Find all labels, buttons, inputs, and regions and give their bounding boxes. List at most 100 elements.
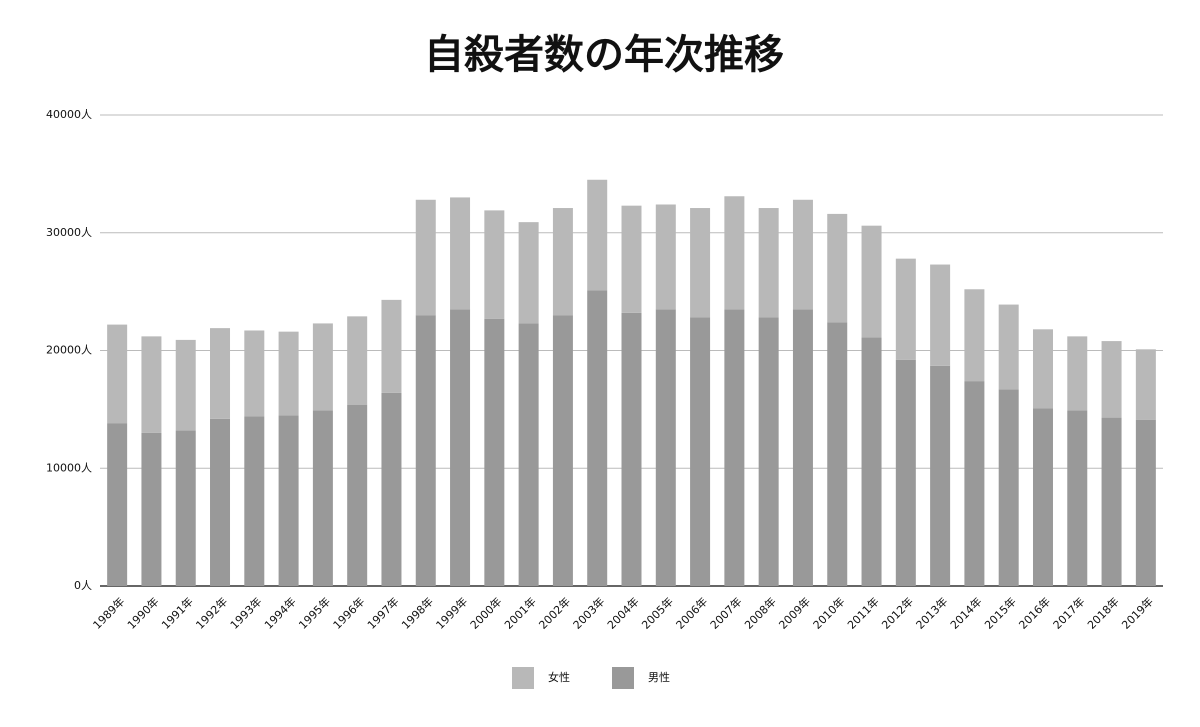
x-tick-label: 1994年 <box>261 594 298 631</box>
bar-segment <box>107 324 128 424</box>
bar-segment <box>758 317 779 586</box>
bar-segment <box>792 309 813 586</box>
bar-segment <box>484 210 505 319</box>
x-tick-label: 2011年 <box>844 594 881 631</box>
y-tick-label: 0人 <box>74 579 92 592</box>
bar-segment <box>587 290 608 586</box>
bar-segment <box>1101 341 1122 418</box>
bar-segment <box>210 328 231 419</box>
bar-segment <box>1135 419 1156 586</box>
x-tick-label: 2001年 <box>501 594 538 631</box>
bar-segment <box>998 304 1019 390</box>
bar-segment <box>655 309 676 586</box>
x-tick-label: 2006年 <box>673 594 710 631</box>
bar-segment <box>690 317 711 586</box>
x-tick-label: 2015年 <box>981 594 1018 631</box>
y-tick-label: 30000人 <box>46 226 92 239</box>
bar-segment <box>518 323 539 586</box>
bar-segment <box>1135 349 1156 420</box>
bar-segment <box>415 315 436 586</box>
bar-segment <box>724 309 745 586</box>
x-tick-label: 2010年 <box>810 594 847 631</box>
x-tick-label: 2012年 <box>879 594 916 631</box>
bar-segment <box>621 205 642 313</box>
x-tick-label: 2002年 <box>536 594 573 631</box>
bar-segment <box>998 389 1019 586</box>
x-tick-label: 1991年 <box>158 594 195 631</box>
bar-segment <box>347 404 368 586</box>
bar-segment <box>244 416 265 586</box>
bar-segment <box>655 204 676 310</box>
bar-segment <box>552 315 573 586</box>
bar-segment <box>210 418 231 586</box>
x-tick-label: 2000年 <box>467 594 504 631</box>
bar-segment <box>552 208 573 316</box>
legend-label: 女性 <box>548 670 570 684</box>
bar-segment <box>312 410 333 586</box>
x-tick-label: 1993年 <box>227 594 264 631</box>
bar-segment <box>450 309 471 586</box>
x-tick-label: 2014年 <box>947 594 984 631</box>
bar-segment <box>1067 336 1088 411</box>
bar-segment <box>450 197 471 310</box>
bar-segment <box>1032 408 1053 586</box>
x-tick-label: 1995年 <box>296 594 333 631</box>
bar-segment <box>107 423 128 586</box>
x-tick-label: 2008年 <box>741 594 778 631</box>
y-tick-label: 20000人 <box>46 344 92 357</box>
x-tick-label: 1996年 <box>330 594 367 631</box>
legend-label: 男性 <box>648 670 670 684</box>
bar-segment <box>484 318 505 586</box>
bar-segment <box>792 199 813 310</box>
bar-segment <box>415 199 436 316</box>
bar-segment <box>690 208 711 318</box>
x-tick-label: 2003年 <box>570 594 607 631</box>
bar-segment <box>930 264 951 366</box>
bar-segment <box>724 196 745 310</box>
x-tick-label: 2009年 <box>776 594 813 631</box>
bar-segment <box>141 336 162 433</box>
bar-segment <box>518 222 539 324</box>
bar-segment <box>1067 410 1088 586</box>
x-tick-label: 1999年 <box>433 594 470 631</box>
x-tick-label: 1997年 <box>364 594 401 631</box>
x-tick-label: 2019年 <box>1119 594 1156 631</box>
y-tick-label: 10000人 <box>46 461 92 474</box>
bar-segment <box>964 381 985 586</box>
bar-segment <box>381 392 402 586</box>
bar-segment <box>1032 329 1053 409</box>
x-tick-label: 1990年 <box>124 594 161 631</box>
bar-segment <box>278 415 299 586</box>
bar-segment <box>964 289 985 382</box>
x-tick-label: 2016年 <box>1016 594 1053 631</box>
bar-segment <box>621 312 642 586</box>
x-tick-label: 2004年 <box>604 594 641 631</box>
bar-segment <box>312 323 333 411</box>
y-tick-label: 40000人 <box>46 108 92 121</box>
x-tick-label: 2018年 <box>1084 594 1121 631</box>
bar-segment <box>278 331 299 416</box>
bar-segment <box>895 258 916 360</box>
bar-segment <box>141 432 162 586</box>
x-tick-label: 2013年 <box>913 594 950 631</box>
legend-swatch <box>612 667 634 689</box>
bar-segment <box>175 430 196 586</box>
bar-segment <box>861 337 882 586</box>
bar-segment <box>827 322 848 586</box>
bar-segment <box>1101 417 1122 586</box>
bar-segment <box>587 179 608 291</box>
bar-segment <box>347 316 368 405</box>
x-tick-label: 1998年 <box>399 594 436 631</box>
x-tick-label: 2017年 <box>1050 594 1087 631</box>
legend-swatch <box>512 667 534 689</box>
x-tick-label: 2005年 <box>639 594 676 631</box>
chart-title: 自殺者数の年次推移 <box>424 32 784 78</box>
bar-segment <box>861 225 882 338</box>
x-tick-label: 1992年 <box>193 594 230 631</box>
x-tick-label: 1989年 <box>90 594 127 631</box>
x-tick-label: 2007年 <box>707 594 744 631</box>
bar-segment <box>175 339 196 431</box>
bar-segment <box>827 213 848 323</box>
